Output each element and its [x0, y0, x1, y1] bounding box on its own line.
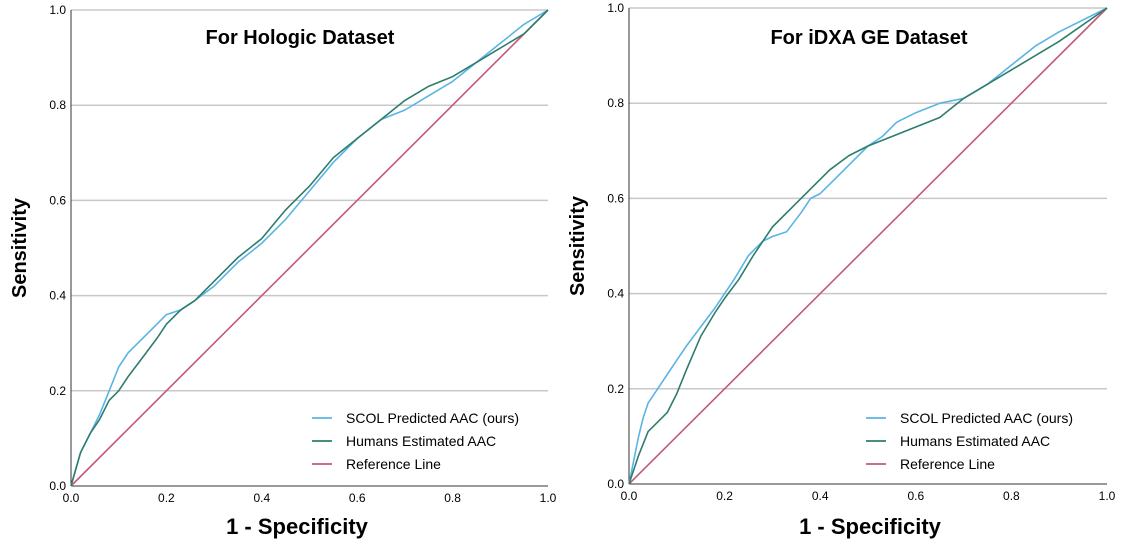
y-axis-label: Sensitivity [9, 197, 31, 298]
legend-label: Reference Line [346, 456, 441, 472]
chart-title: For iDXA GE Dataset [770, 27, 967, 49]
series-line-scol-predicted-aac-ours [70, 9, 549, 487]
legend: SCOL Predicted AAC (ours) Humans Estimate… [866, 410, 1073, 472]
y-tick-label: 0.0 [49, 479, 66, 493]
x-tick-label: 0.8 [444, 491, 461, 505]
y-tick-label: 0.8 [49, 98, 66, 112]
legend-label: Reference Line [900, 456, 995, 472]
y-tick-label: 1.0 [607, 1, 624, 15]
legend-label: SCOL Predicted AAC (ours) [346, 410, 519, 426]
legend: SCOL Predicted AAC (ours) Humans Estimate… [312, 410, 519, 472]
series-line-reference-line [628, 7, 1108, 485]
legend-label: SCOL Predicted AAC (ours) [900, 410, 1073, 426]
y-tick-label: 1.0 [49, 3, 66, 17]
x-axis-label: 1 - Specificity [799, 514, 942, 539]
x-tick-label: 0.2 [158, 491, 175, 505]
y-axis-label: Sensitivity [567, 195, 589, 296]
x-tick-label: 0.4 [253, 491, 270, 505]
y-tick-label: 0.2 [607, 382, 624, 396]
y-tick-label: 0.4 [49, 289, 66, 303]
y-tick-label: 0.6 [607, 191, 624, 205]
x-tick-label: 0.8 [1003, 489, 1020, 503]
legend-label: Humans Estimated AAC [346, 433, 496, 449]
x-tick-label: 0.0 [63, 491, 80, 505]
series-line-scol-predicted-aac-ours [628, 7, 1108, 485]
x-tick-label: 0.2 [716, 489, 733, 503]
x-tick-label: 0.6 [907, 489, 924, 503]
y-tick-label: 0.2 [49, 384, 66, 398]
series-line-humans-estimated-aac [70, 9, 549, 487]
chart-1: 0.0 0.2 0.4 0.6 0.8 1.0 0.0 0.2 0.4 0.6 0.8 1.0 For … [9, 3, 557, 539]
legend-label: Humans Estimated AAC [900, 433, 1050, 449]
x-tick-label: 1.0 [1099, 489, 1116, 503]
chart-2: 0.0 0.2 0.4 0.6 0.8 1.0 0.0 0.2 0.4 0.6 0.8 1.0 For … [567, 1, 1116, 539]
x-tick-label: 0.4 [812, 489, 829, 503]
y-tick-label: 0.0 [607, 477, 624, 491]
series-line-reference-line [70, 9, 549, 487]
x-axis-label: 1 - Specificity [226, 514, 369, 539]
x-tick-label: 0.0 [621, 489, 638, 503]
y-tick-label: 0.8 [607, 96, 624, 110]
series-line-humans-estimated-aac [628, 7, 1108, 485]
chart-title: For Hologic Dataset [206, 27, 395, 49]
y-tick-label: 0.6 [49, 193, 66, 207]
x-tick-label: 1.0 [540, 491, 557, 505]
y-tick-label: 0.4 [607, 287, 624, 301]
x-tick-label: 0.6 [349, 491, 366, 505]
